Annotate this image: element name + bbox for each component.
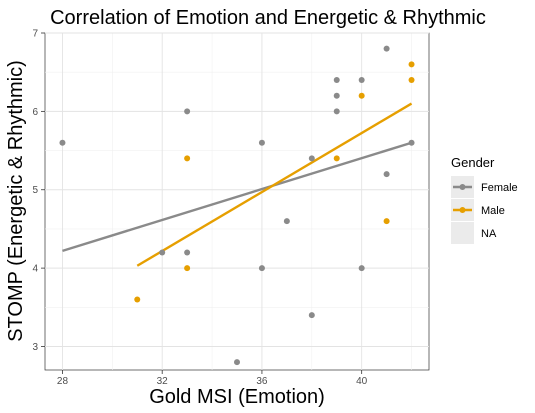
data-points xyxy=(59,45,415,366)
legend-entry-female: Female xyxy=(451,176,518,198)
fit-lines xyxy=(62,102,413,267)
point-female xyxy=(333,92,340,99)
point-female xyxy=(283,218,290,225)
point-female xyxy=(308,155,315,162)
point-male xyxy=(408,77,415,84)
point-female xyxy=(408,139,415,146)
point-female xyxy=(383,45,390,52)
x-tick-label: 32 xyxy=(157,376,169,387)
point-male xyxy=(333,155,340,162)
fit-line-female xyxy=(62,141,412,253)
legend-title: Gender xyxy=(451,155,495,170)
point-male xyxy=(184,265,191,272)
x-tick-label: 36 xyxy=(256,376,268,387)
point-female xyxy=(258,265,265,272)
y-tick-label: 5 xyxy=(32,185,38,196)
point-female xyxy=(333,77,340,84)
grid-lines xyxy=(45,32,429,370)
y-tick-label: 4 xyxy=(32,264,38,275)
legend-dot xyxy=(459,207,466,213)
legend-key xyxy=(451,222,474,244)
x-tick-label: 40 xyxy=(356,376,368,387)
point-female xyxy=(159,249,166,256)
point-male xyxy=(358,92,365,99)
fit-line-male xyxy=(136,102,413,267)
y-axis-title: STOMP (Energetic & Rhythmic) xyxy=(5,60,27,342)
point-female xyxy=(383,171,390,178)
y-tick-label: 3 xyxy=(32,342,38,353)
y-tick-label: 6 xyxy=(32,107,38,118)
legend-entry-na: NA xyxy=(451,222,497,244)
y-tick-label: 7 xyxy=(32,29,38,40)
chart-title: Correlation of Emotion and Energetic & R… xyxy=(50,7,486,29)
point-male xyxy=(184,155,191,162)
plot-background xyxy=(44,32,430,371)
point-female xyxy=(308,312,315,319)
point-female xyxy=(333,108,340,115)
x-tick-label: 28 xyxy=(57,376,69,387)
legend: Gender Female Male NA xyxy=(451,155,518,244)
legend-entry-male: Male xyxy=(451,199,505,221)
legend-dot xyxy=(459,184,466,190)
x-axis-ticks: 28 32 36 40 xyxy=(57,370,368,387)
point-female xyxy=(234,359,240,366)
point-male xyxy=(134,296,141,303)
y-axis-ticks: 3 4 5 6 7 xyxy=(32,29,45,353)
point-female xyxy=(358,265,365,272)
point-female xyxy=(184,108,191,115)
point-female xyxy=(184,249,191,256)
legend-label: Male xyxy=(481,205,505,217)
legend-label: Female xyxy=(481,182,518,194)
point-male xyxy=(408,61,415,68)
legend-label: NA xyxy=(481,228,497,240)
point-female xyxy=(258,139,265,146)
x-axis-title: Gold MSI (Emotion) xyxy=(149,386,325,408)
point-female xyxy=(59,139,66,146)
point-male xyxy=(383,218,390,225)
point-female xyxy=(358,77,365,84)
